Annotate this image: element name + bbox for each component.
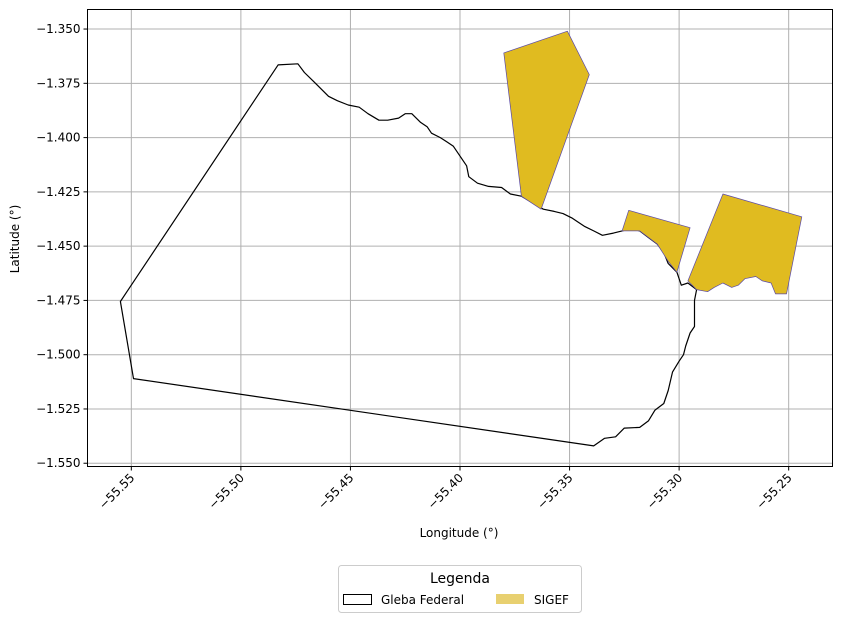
sigef-polygon bbox=[503, 30, 590, 210]
plot-area bbox=[87, 9, 833, 467]
legend-label-sigef: SIGEF bbox=[534, 593, 569, 607]
sigef-polygon bbox=[621, 209, 691, 273]
x-axis-ticks: −55.55 −55.50 −55.45 −55.40 −55.35 −55.30 −55.… bbox=[96, 466, 795, 512]
y-tick-label: −1.400 bbox=[36, 131, 80, 145]
x-tick-label: −55.55 bbox=[96, 471, 137, 512]
y-tick-label: −1.425 bbox=[36, 185, 80, 199]
x-tick-label: −55.35 bbox=[534, 471, 575, 512]
x-tick-label: −55.30 bbox=[644, 471, 685, 512]
y-axis-ticks: −1.350 −1.375 −1.400 −1.425 −1.450 −1.475 −1.5… bbox=[36, 22, 88, 470]
y-axis-label: Latitude (°) bbox=[8, 205, 22, 274]
sigef-layer bbox=[503, 30, 803, 295]
x-axis-label: Longitude (°) bbox=[420, 526, 499, 540]
x-tick-label: −55.25 bbox=[753, 471, 794, 512]
sigef-polygon bbox=[687, 193, 803, 295]
y-tick-label: −1.500 bbox=[36, 348, 80, 362]
y-tick-label: −1.525 bbox=[36, 402, 80, 416]
legend: Legenda Gleba Federal SIGEF bbox=[338, 565, 582, 613]
legend-label-gleba-federal: Gleba Federal bbox=[381, 593, 464, 607]
grid-lines bbox=[87, 9, 833, 467]
y-tick-label: −1.475 bbox=[36, 293, 80, 307]
gleba-federal-polygon bbox=[119, 63, 698, 447]
y-tick-label: −1.550 bbox=[36, 456, 80, 470]
x-tick-label: −55.50 bbox=[206, 471, 247, 512]
y-tick-label: −1.375 bbox=[36, 76, 80, 90]
legend-swatch-gleba-federal bbox=[343, 594, 372, 605]
y-tick-label: −1.450 bbox=[36, 239, 80, 253]
x-tick-label: −55.45 bbox=[315, 471, 356, 512]
gleba-federal-layer bbox=[119, 63, 698, 447]
x-tick-label: −55.40 bbox=[425, 471, 466, 512]
legend-title: Legenda bbox=[430, 571, 490, 587]
legend-swatch-sigef bbox=[496, 594, 524, 604]
y-tick-label: −1.350 bbox=[36, 22, 80, 36]
